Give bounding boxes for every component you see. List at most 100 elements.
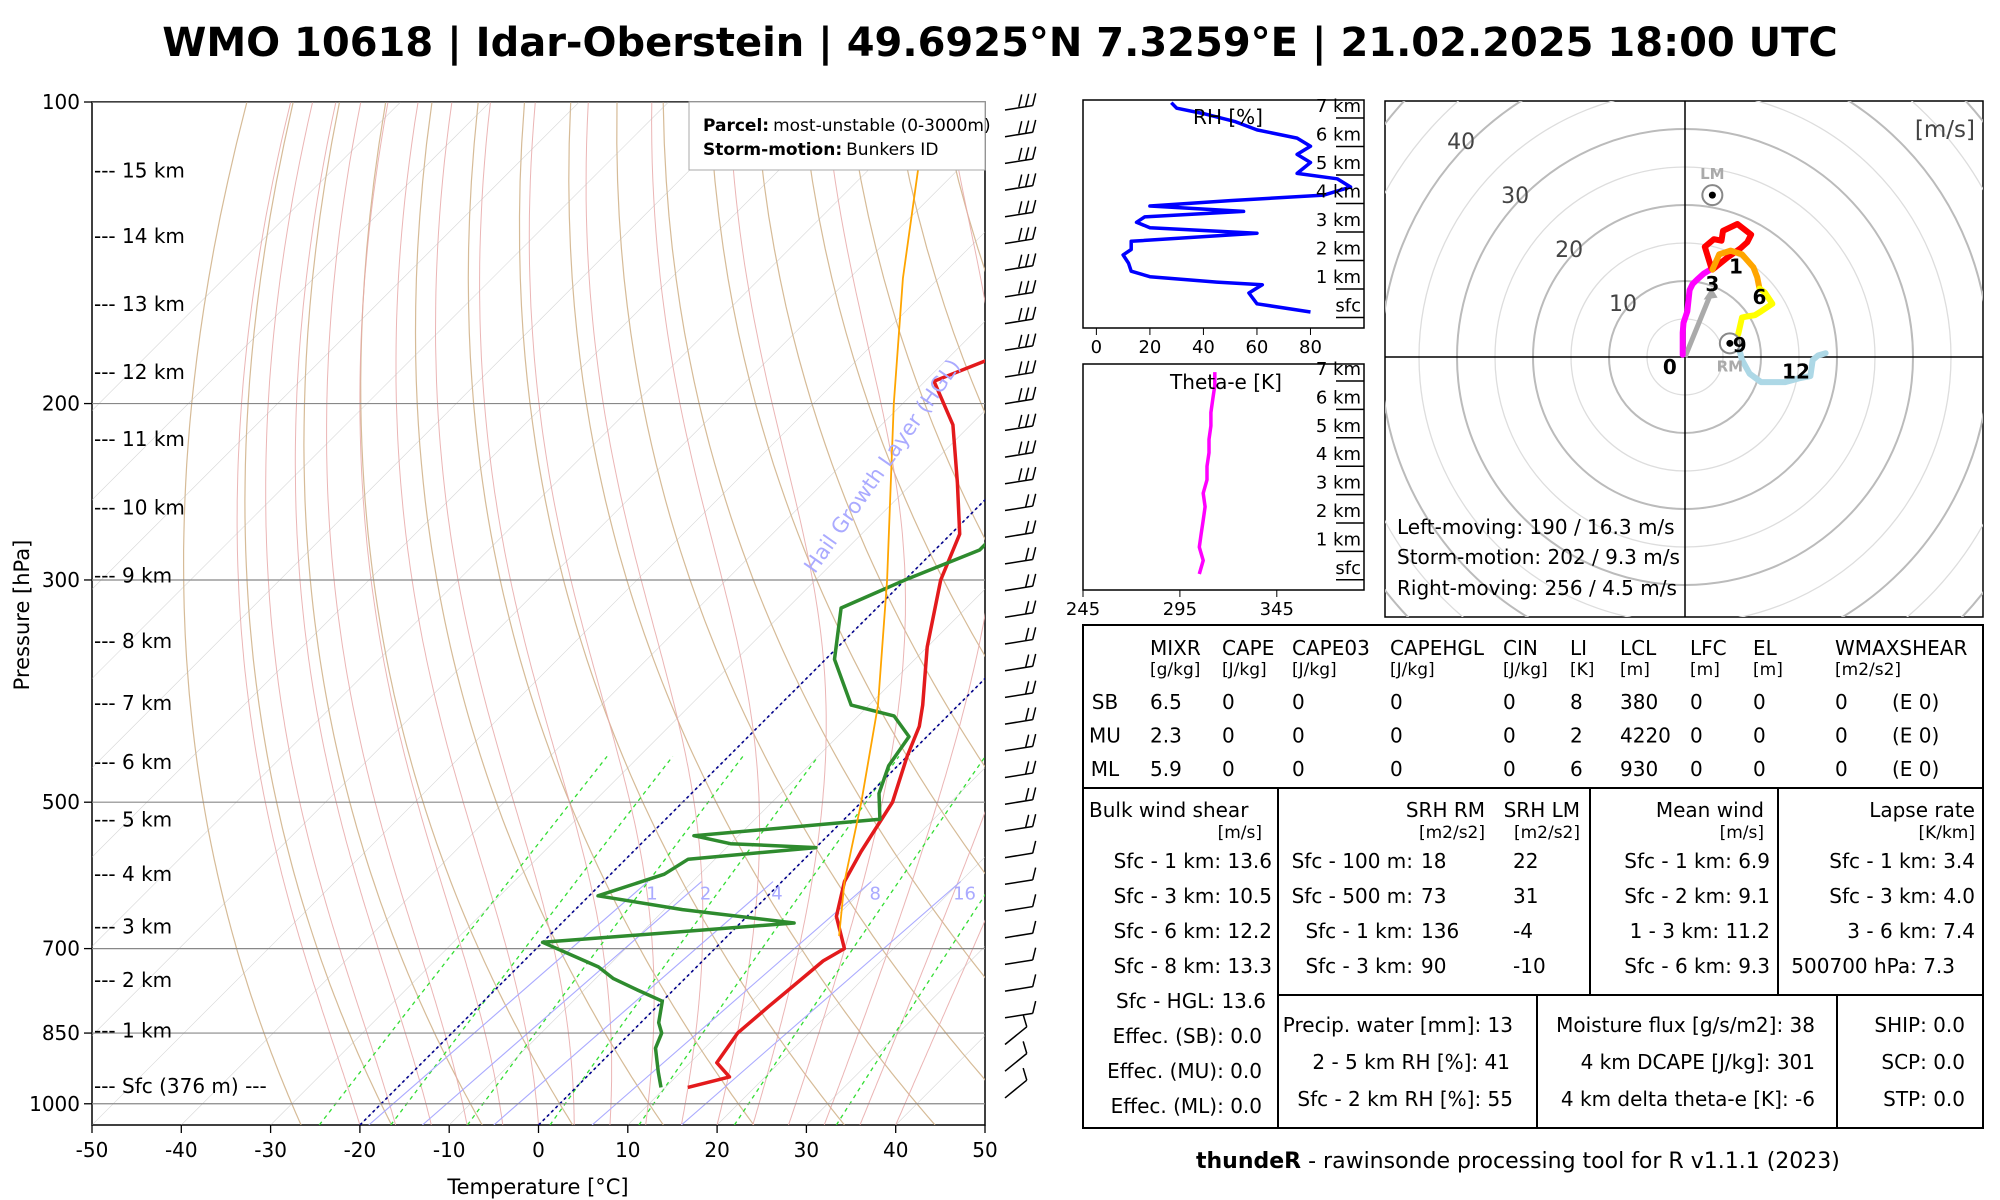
wind-barb-shaft (1004, 825, 1033, 832)
lapse-unit: [K/km] (1918, 823, 1975, 843)
height-label: --- 1 km (94, 1019, 172, 1043)
wind-barb (1004, 493, 1037, 512)
lavender-line (591, 881, 872, 1125)
srh-lm-value: 31 (1513, 884, 1538, 908)
hodograph-unit: [m/s] (1915, 117, 1975, 143)
wind-barb-shaft (1004, 265, 1033, 271)
theta-e-line (1197, 372, 1217, 575)
srh-head-rm: SRH RM (1406, 798, 1485, 822)
wind-barb-flag (1025, 173, 1030, 187)
legend-parcel-key: Parcel: (703, 116, 769, 136)
wind-barb-shaft (1004, 585, 1033, 592)
wind-barb-shaft (1004, 345, 1033, 352)
rh-km-label: 5 km (1316, 153, 1361, 174)
wind-barb (1004, 279, 1037, 298)
rh-km-label: 7 km (1316, 96, 1361, 117)
theta-e-title: Theta-e [K] (1169, 370, 1282, 394)
lapse-rate-block: Lapse rate [K/km] Sfc - 1 km: 3.4 Sfc - … (1791, 798, 1975, 978)
skewt-legend: Parcel: most-unstable (0-3000m) Storm-mot… (688, 101, 991, 171)
wind-barb-flag (1018, 468, 1023, 481)
isotherm (270, 410, 985, 1125)
table-cell: 0 (1835, 724, 1848, 748)
wind-barb-shaft (1004, 932, 1033, 939)
wind-barb-shaft (1004, 318, 1033, 325)
wind-barb-shaft (1004, 1012, 1033, 1019)
lapse-row: 3 - 6 km: 7.4 (1847, 919, 1975, 943)
height-label: --- 5 km (94, 807, 172, 831)
wind-barb (1004, 386, 1037, 405)
srh-unit-lm: [m2/s2] (1514, 823, 1580, 843)
wind-barb-flag (1031, 306, 1037, 320)
hodo-km-label: 3 (1705, 272, 1719, 296)
srh-unit-rm: [m2/s2] (1419, 823, 1485, 843)
wind-barb-shaft (1004, 532, 1033, 538)
wind-barb (1004, 627, 1037, 645)
wind-barb (1004, 1067, 1028, 1099)
theta-km-label: sfc (1335, 558, 1361, 579)
table-header: CAPE03 (1292, 636, 1370, 660)
y-tick-label: 850 (42, 1021, 80, 1045)
isotherm (806, 945, 985, 1125)
wind-barb (1004, 440, 1037, 458)
table-cell: 930 (1620, 757, 1658, 781)
wind-barb (1004, 920, 1037, 939)
hodograph-panel: 10 20 30 40 LM RM 0 13 69 12 [m/s] Left-moving: … (1384, 100, 1984, 618)
wind-barb-flag (1031, 93, 1037, 106)
x-tick-label: 20 (704, 1138, 729, 1162)
wind-barb-flag (1025, 440, 1030, 454)
dry-adiabat (360, 102, 574, 1125)
legend-storm-value: Bunkers ID (846, 140, 938, 160)
wind-barb (1004, 733, 1037, 752)
skewt-ylabel: Pressure [hPa] (10, 540, 34, 691)
wind-barb-shaft (1004, 879, 1033, 886)
y-tick-label: 100 (42, 90, 80, 114)
skewt-diagram: 1 2 4 8 16 -50 -40 -30 -20 -10 0 10 20 30 40 50 100 200 3… (10, 90, 1037, 1199)
wind-barb-flag (1025, 467, 1030, 481)
wind-barb-shaft (1004, 291, 1033, 298)
wind-barb-shaft (1004, 1052, 1028, 1072)
wind-barb-flag (1031, 466, 1037, 480)
wind-barb-flag (1031, 840, 1037, 854)
hodo-segment (1735, 285, 1776, 338)
srh-head-lm: SRH LM (1504, 798, 1580, 822)
table-cell: 380 (1620, 690, 1658, 714)
height-label: --- 14 km (94, 224, 185, 248)
moist-row: Sfc - 2 km RH [%]: 55 (1297, 1087, 1513, 1111)
dry-adiabat (708, 102, 985, 875)
wind-barb-flag (1031, 600, 1037, 614)
table-cell: 0 (1222, 690, 1235, 714)
isotherm (92, 102, 937, 947)
rh-km-label: 6 km (1316, 125, 1361, 146)
wind-barb (1004, 787, 1037, 805)
wind-barb (1004, 600, 1037, 619)
wind-barb-flag (1031, 974, 1037, 987)
wind-barb-flag (1031, 867, 1037, 881)
lavender-line (681, 881, 961, 1125)
flux-row: Moisture flux [g/s/m2]: 38 (1556, 1013, 1815, 1037)
table-cell: 0 (1390, 724, 1403, 748)
parcel-profile (838, 102, 929, 937)
height-label: --- 13 km (94, 292, 185, 316)
wind-barb-flag (1025, 814, 1030, 828)
dry-adiabat (662, 102, 985, 979)
wind-barb (1004, 546, 1037, 565)
wind-barb (1004, 520, 1037, 538)
theta-x-tick-label: 295 (1163, 599, 1197, 620)
rh-line (1121, 101, 1353, 314)
hodograph-info-storm: Storm-motion: 202 / 9.3 m/s (1397, 545, 1680, 569)
mean-wind-unit: [m/s] (1720, 823, 1764, 843)
wind-barb-flag (1031, 947, 1037, 961)
wind-barb-flag (1031, 680, 1037, 694)
moist-adiabat (651, 102, 761, 1125)
moisture-block: Precip. water [mm]: 13 2 - 5 km RH [%]: … (1283, 1013, 1513, 1111)
shear-unit: [m/s] (1218, 823, 1262, 843)
wind-barb-shaft (1004, 905, 1033, 912)
table-cell: 0 (1503, 690, 1516, 714)
wind-barb-flag (1018, 281, 1023, 294)
rh-panel: 0 20 40 60 80 7 km 6 km 5 km 4 km 3 km 2 km 1 km sfc… (1082, 96, 1365, 358)
moist-adiabat (788, 102, 907, 1125)
moist-row: Precip. water [mm]: 13 (1283, 1013, 1513, 1037)
moist-adiabat (479, 102, 613, 1125)
wind-barb-flag (1031, 226, 1037, 240)
